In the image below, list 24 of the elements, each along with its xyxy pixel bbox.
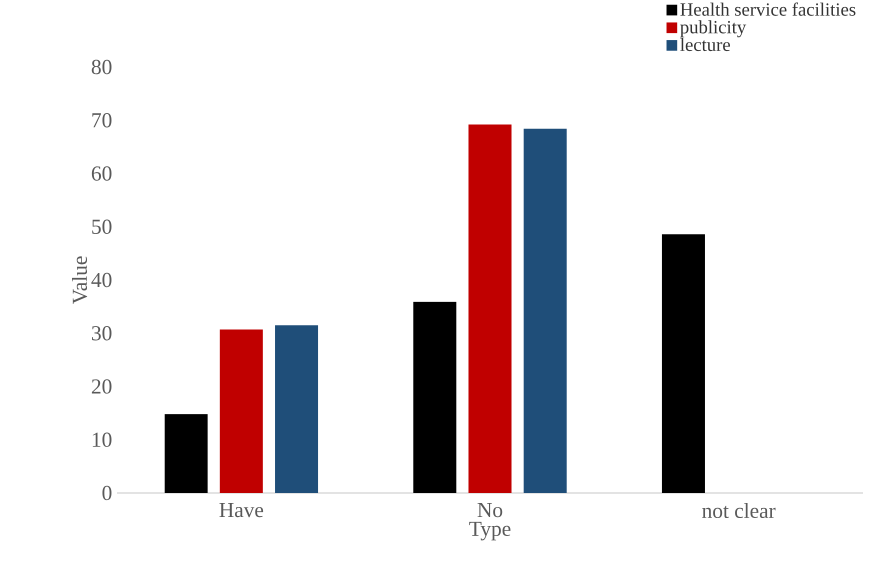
bar — [468, 124, 512, 493]
x-tick-label: not clear — [702, 503, 776, 518]
y-tick-label: 0 — [102, 486, 112, 500]
y-tick-label: 80 — [92, 60, 112, 74]
x-tick-label: Have — [219, 503, 264, 518]
bar — [164, 414, 208, 493]
legend-label: lecture — [680, 38, 730, 52]
y-tick-label: 60 — [92, 166, 112, 181]
y-axis-title: Value — [72, 256, 88, 304]
x-tick-label: No — [478, 503, 502, 518]
bar — [524, 128, 567, 493]
bar — [220, 330, 263, 493]
legend-label: publicity — [680, 20, 746, 38]
x-axis-title: Type — [469, 522, 510, 540]
y-tick-label: 70 — [92, 113, 112, 128]
bar — [275, 325, 318, 493]
y-tick-label: 30 — [92, 326, 112, 340]
legend-label: Health service facilities — [680, 2, 856, 16]
y-tick-label: 40 — [91, 272, 112, 288]
bar — [662, 234, 705, 493]
y-tick-label: 20 — [92, 379, 112, 394]
y-tick-label: 10 — [92, 432, 112, 447]
y-tick-label: 50 — [92, 220, 112, 234]
bar — [413, 302, 456, 493]
